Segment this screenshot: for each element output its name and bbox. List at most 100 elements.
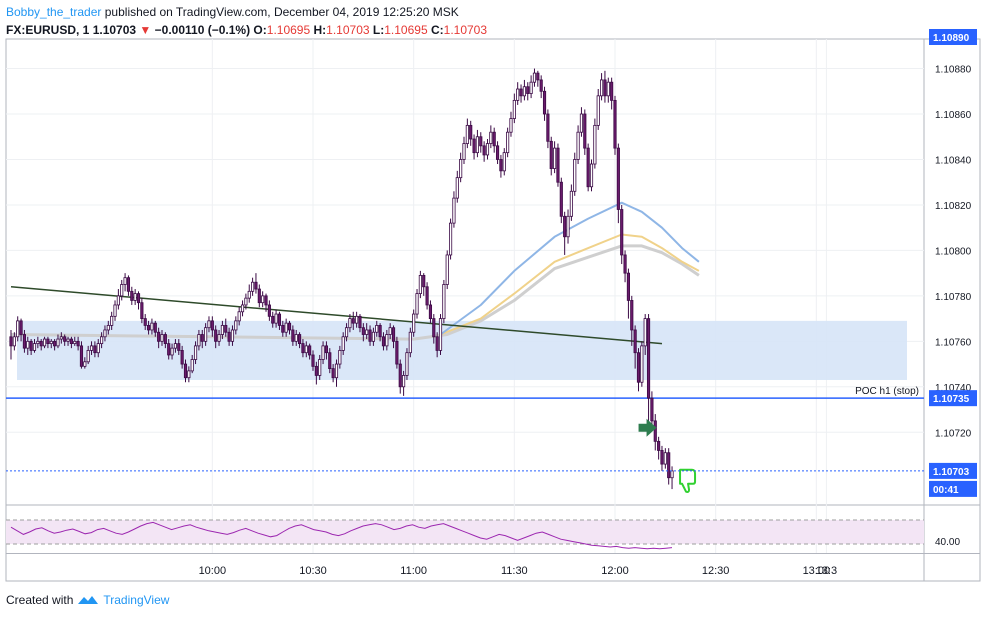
candle-body [405, 352, 409, 376]
candle-body [83, 361, 87, 367]
candle-body [630, 300, 634, 331]
time-tick-label: 11:30 [501, 565, 528, 577]
candle-body [596, 95, 600, 126]
candle-body [163, 334, 167, 345]
candle-body [79, 345, 84, 367]
candle-body [204, 327, 208, 342]
candle-body [351, 318, 355, 324]
time-tick-label: 10:30 [299, 565, 327, 577]
candle-body [331, 368, 335, 379]
candle-body [59, 336, 63, 340]
candle-body [636, 352, 641, 383]
candle-body [395, 340, 399, 365]
candle-body [287, 322, 292, 331]
candle-body [63, 336, 67, 342]
publish-info: Bobby_the_trader published on TradingVie… [6, 5, 459, 19]
candle-body [16, 320, 20, 338]
candle-body [200, 334, 204, 342]
candle-body [479, 136, 483, 147]
candle-body [670, 470, 674, 479]
candle-body [657, 440, 661, 451]
candle-body [110, 315, 114, 326]
high-label: H: [313, 23, 327, 37]
countdown-label: 00:41 [933, 485, 959, 496]
candle-body [569, 190, 573, 217]
candle-body [277, 313, 282, 326]
candle-body [573, 159, 577, 192]
candle-body [663, 452, 667, 465]
candle-body [589, 163, 594, 188]
candle-body [667, 452, 671, 479]
candle-body [516, 88, 520, 101]
time-tick-label: 12:30 [702, 565, 730, 577]
candle-body [113, 304, 117, 317]
candle-body [475, 136, 479, 154]
candle-body [220, 325, 224, 335]
rsi-line [10, 521, 673, 550]
candle-body [633, 329, 637, 354]
candle-body [284, 322, 288, 333]
tradingview-link[interactable]: TradingView [103, 593, 170, 607]
candle-body [358, 315, 362, 329]
poc-price-label: 1.10735 [933, 394, 970, 405]
candle-body [150, 322, 154, 331]
candle-body [600, 79, 604, 97]
candle-body [267, 304, 271, 317]
candle-body [147, 325, 151, 331]
ma-fast-line [439, 201, 700, 336]
candle-body [93, 345, 97, 354]
candle-body [130, 290, 134, 301]
candle-body [620, 209, 624, 256]
low-value: 1.10695 [384, 23, 428, 37]
candle-body [344, 327, 349, 338]
candle-body [180, 350, 184, 365]
author-link[interactable]: Bobby_the_trader [6, 5, 102, 19]
candle-body [140, 302, 144, 320]
time-tick-label: 13:00 [803, 565, 831, 577]
candle-body [133, 293, 137, 301]
candle-body [123, 277, 127, 285]
candle-body [553, 147, 557, 169]
candle-body [251, 281, 255, 292]
chart-frame [5, 38, 925, 582]
change-arrow-icon: ▼ [139, 23, 152, 37]
price-tick-label: 1.10860 [935, 110, 972, 121]
time-tick-label: 10:00 [199, 565, 227, 577]
candle-body [318, 359, 322, 376]
candle-body [308, 345, 312, 356]
price-tick-label: 1.10780 [935, 292, 972, 303]
ma-mid-line [440, 233, 700, 336]
candle-body [89, 345, 94, 351]
candle-body [495, 145, 500, 160]
candle-body [247, 290, 251, 299]
candle-body [536, 72, 540, 81]
rsi-tick-label: 40.00 [935, 537, 960, 548]
candle-body [459, 159, 463, 179]
symbol-name: FX:EURUSD, 1 [6, 23, 90, 37]
candle-body [334, 363, 339, 379]
candle-body [422, 275, 426, 288]
candle-body [304, 345, 308, 354]
entry-arrow-icon [638, 418, 657, 437]
candle-body [610, 81, 614, 101]
candle-body [512, 99, 516, 119]
candle-body [650, 397, 654, 422]
candle-body [160, 334, 164, 342]
candle-body [197, 334, 201, 347]
candle-body [378, 325, 382, 338]
candle-body [46, 338, 50, 345]
candle-body [29, 340, 33, 351]
candle-body [328, 352, 332, 370]
candle-body [298, 334, 302, 345]
candle-body [529, 81, 533, 94]
candle-body [626, 272, 630, 301]
candle-body [412, 313, 416, 333]
candle-body [187, 370, 191, 379]
price-tick-label: 1.10740 [935, 383, 972, 394]
candle-body [210, 320, 214, 331]
price-tick-label: 1.10760 [935, 337, 972, 348]
candle-body [314, 365, 318, 376]
candle-body [66, 338, 70, 342]
candle-body [227, 331, 231, 342]
